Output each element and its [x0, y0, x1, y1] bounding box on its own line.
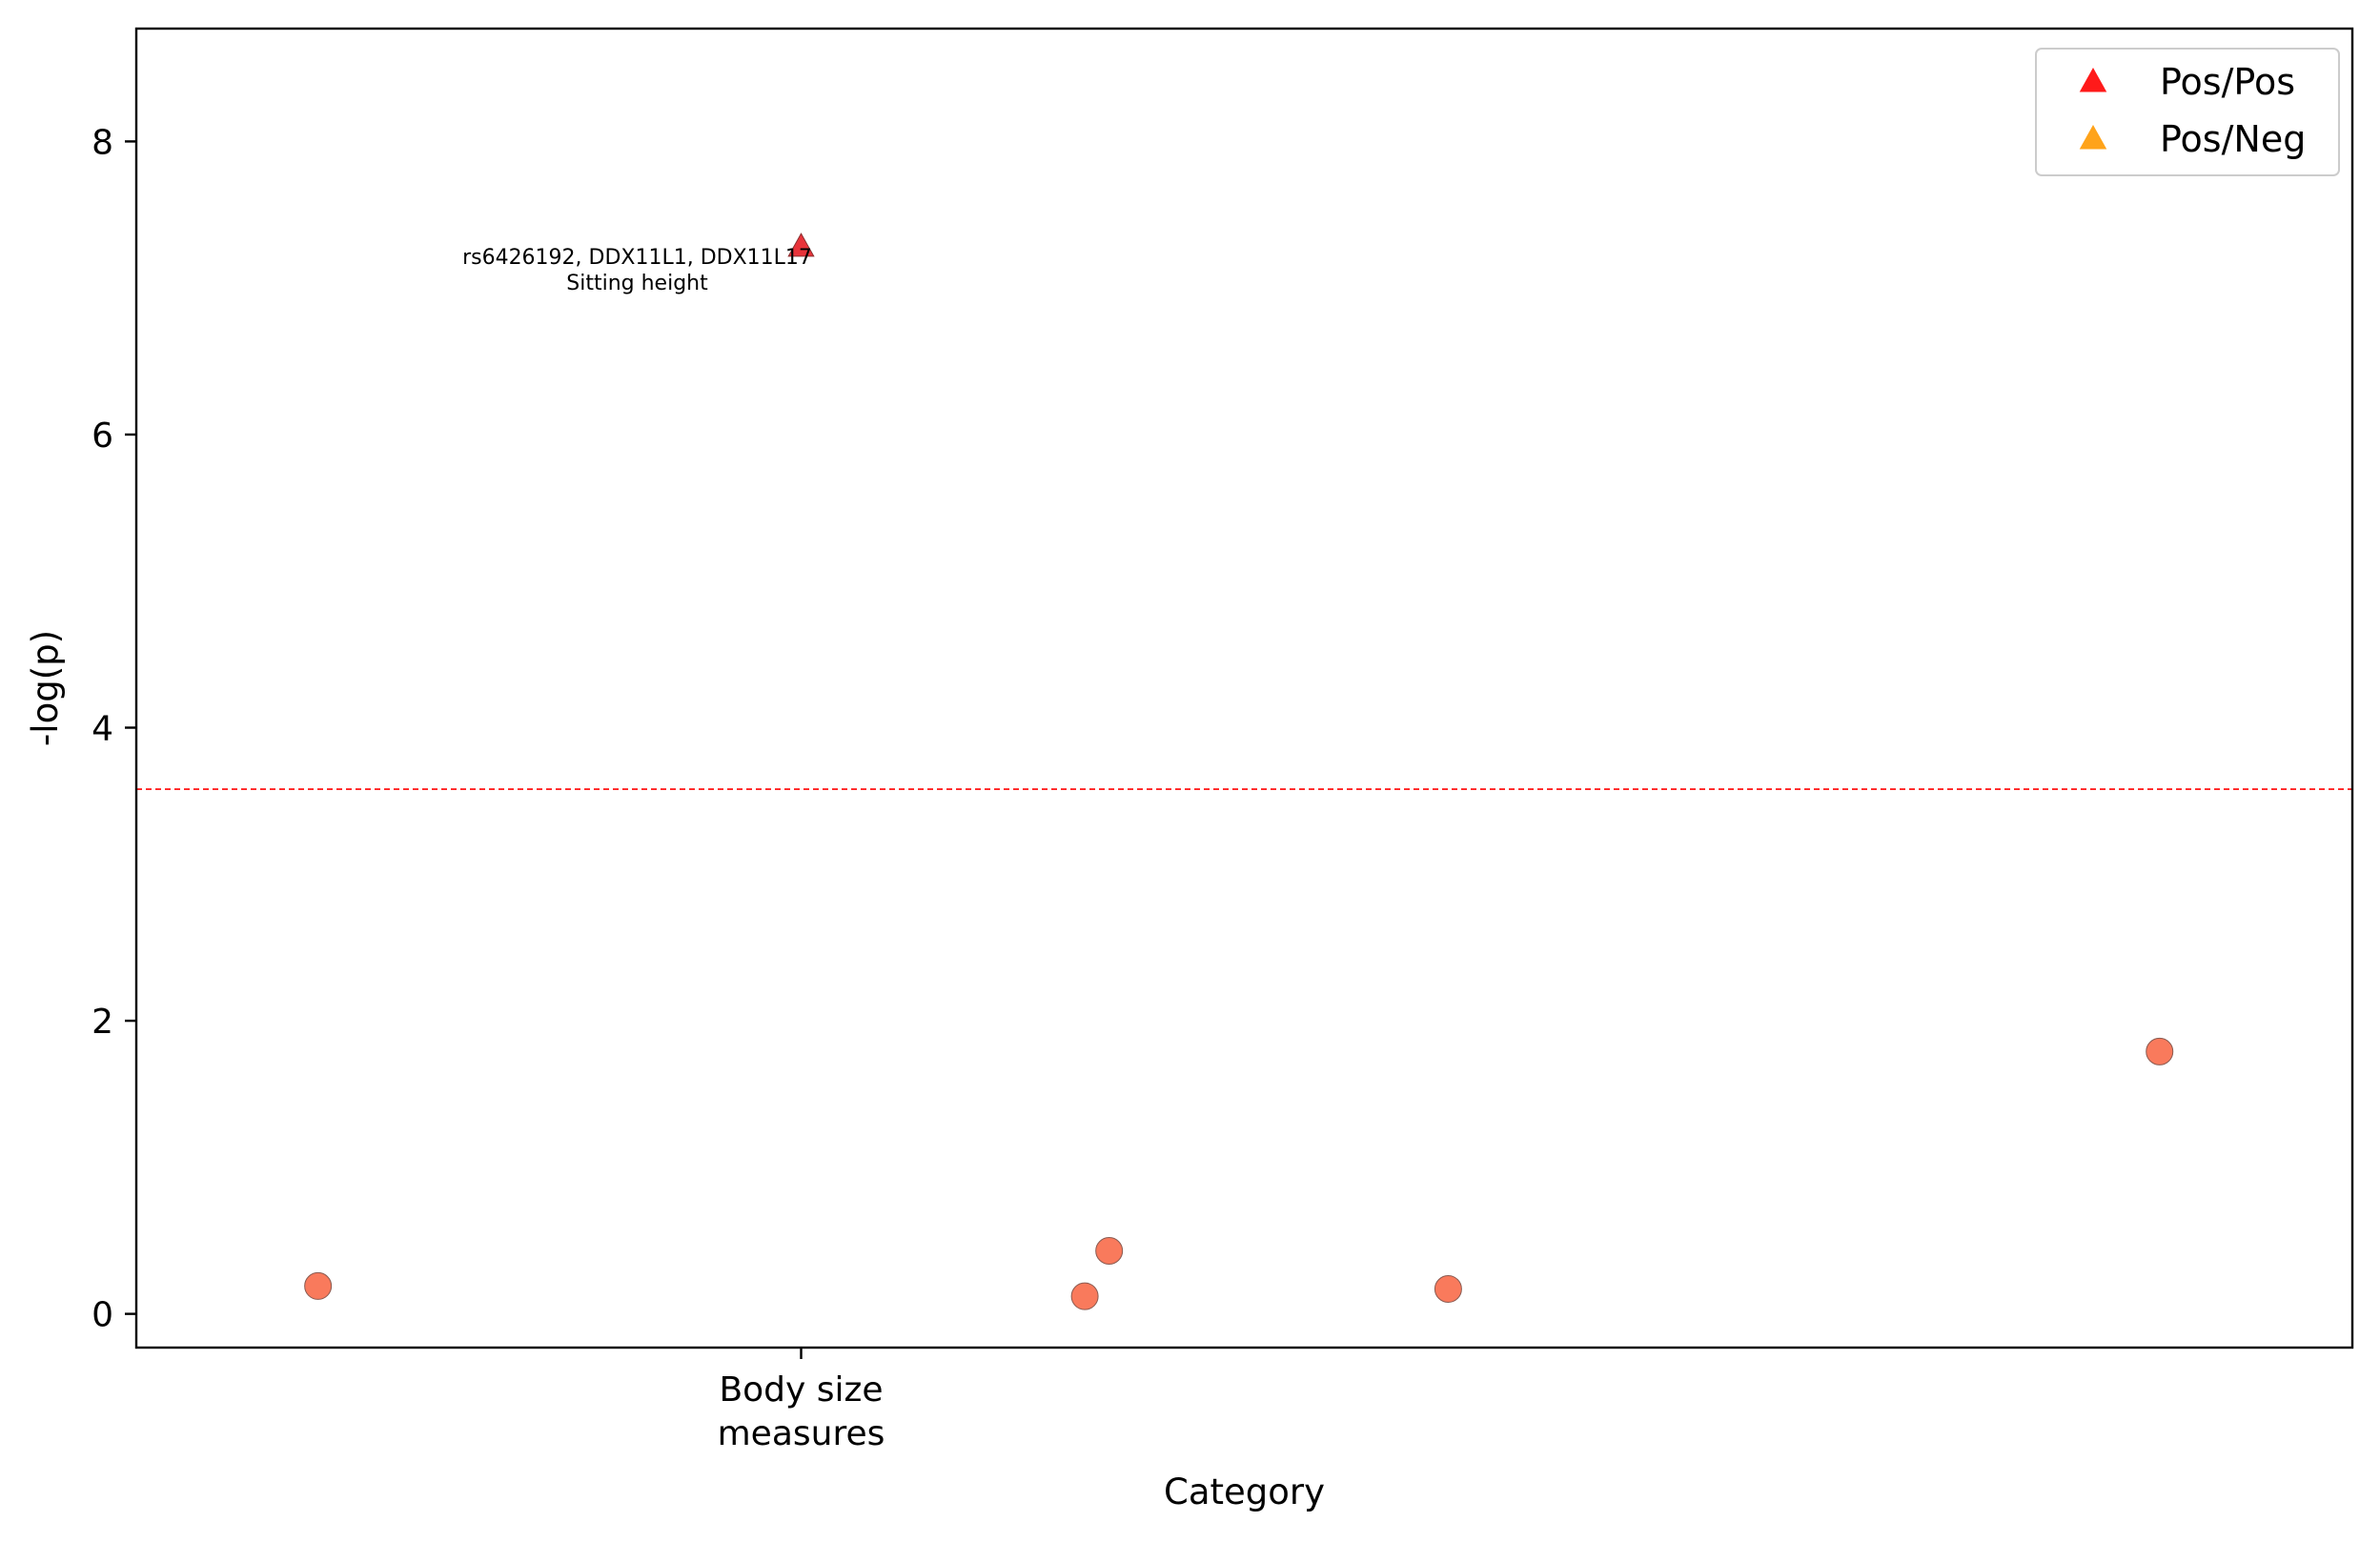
data-point: [1070, 1282, 1099, 1310]
data-points: [304, 233, 2174, 1310]
point-annotation-line: rs6426192, DDX11L1, DDX11L17: [462, 246, 812, 270]
y-axis-label: -log(p): [25, 630, 66, 746]
legend-marker: [2079, 125, 2107, 150]
data-point: [2146, 1037, 2174, 1065]
legend-marker: [2079, 68, 2107, 92]
x-axis: Body size measures: [718, 1348, 885, 1453]
data-point: [304, 1271, 333, 1300]
y-tick-label-2: 4: [92, 710, 113, 749]
legend-label: Pos/Pos: [2160, 61, 2295, 103]
data-point: [1434, 1274, 1462, 1303]
legend-frame: [2035, 48, 2340, 176]
point-annotation-line: Sitting height: [566, 272, 708, 295]
y-tick-label-3: 6: [92, 416, 113, 456]
point-annotations: rs6426192, DDX11L1, DDX11L17 Sitting heig…: [462, 246, 812, 295]
data-point-triangle: [787, 233, 815, 257]
y-tick-label-0: 0: [92, 1296, 113, 1335]
plot-frame: [134, 27, 2354, 1349]
point-annotation: rs6426192, DDX11L1, DDX11L17 Sitting heig…: [462, 246, 812, 295]
y-tick-label-4: 8: [92, 123, 113, 162]
legend-label: Pos/Neg: [2160, 118, 2306, 160]
x-axis-label: Category: [1164, 1471, 1325, 1512]
data-point: [1095, 1237, 1124, 1266]
x-tick-label-line: Body size: [719, 1370, 883, 1410]
y-axis: 0 2 4 6 8: [92, 123, 136, 1335]
legend: Pos/Pos Pos/Neg: [2035, 48, 2340, 176]
x-tick-label-0: Body size measures: [718, 1370, 885, 1453]
x-tick-label-line: measures: [718, 1414, 885, 1453]
y-tick-label-1: 2: [92, 1003, 113, 1042]
